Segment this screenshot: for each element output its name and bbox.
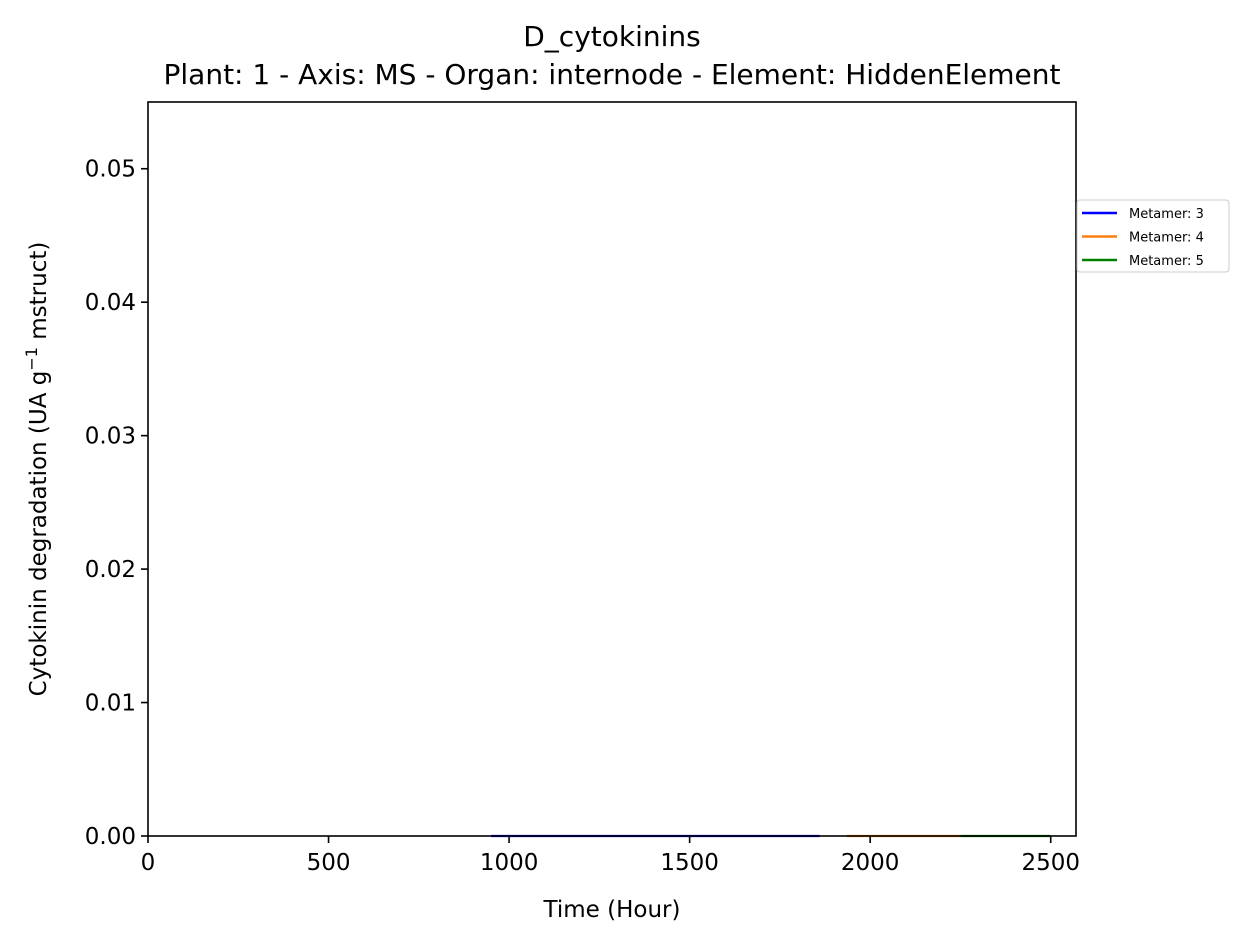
y-tick-label: 0.05 (85, 157, 136, 183)
x-tick-label: 1000 (480, 850, 539, 876)
y-tick-label: 0.03 (85, 424, 136, 450)
legend-frame (1076, 199, 1230, 273)
y-axis-label-tail: mstruct) (26, 242, 52, 347)
x-axis-ticks: 0 500 1000 1500 2000 2500 (141, 836, 1080, 876)
legend-entry-label: Metamer: 5 (1129, 254, 1204, 269)
x-tick-label: 2000 (841, 850, 900, 876)
y-axis-label-superscript: −1 (22, 347, 41, 371)
legend-entry-label: Metamer: 4 (1129, 231, 1204, 246)
y-tick-label: 0.04 (85, 290, 136, 316)
chart-title: D_cytokinins (523, 20, 701, 53)
chart-subtitle: Plant: 1 - Axis: MS - Organ: internode -… (164, 58, 1061, 91)
x-tick-label: 500 (307, 850, 351, 876)
x-axis-label: Time (Hour) (543, 897, 681, 923)
x-tick-label: 0 (141, 850, 156, 876)
legend: Metamer: 3 Metamer: 4 Metamer: 5 (1076, 199, 1230, 273)
y-tick-label: 0.02 (85, 557, 136, 583)
y-tick-label: 0.01 (85, 691, 136, 717)
x-tick-label: 1500 (660, 850, 719, 876)
plot-area-frame (147, 101, 1077, 837)
y-axis-label: Cytokinin degradation (UA g−1 mstruct) (22, 242, 52, 697)
y-tick-label: 0.00 (85, 824, 136, 850)
x-tick-label: 2500 (1021, 850, 1080, 876)
y-axis-label-main: Cytokinin degradation (UA g (26, 371, 52, 697)
legend-entry-label: Metamer: 3 (1129, 207, 1204, 222)
y-axis-ticks: 0.00 0.01 0.02 0.03 0.04 0.05 (85, 157, 148, 850)
